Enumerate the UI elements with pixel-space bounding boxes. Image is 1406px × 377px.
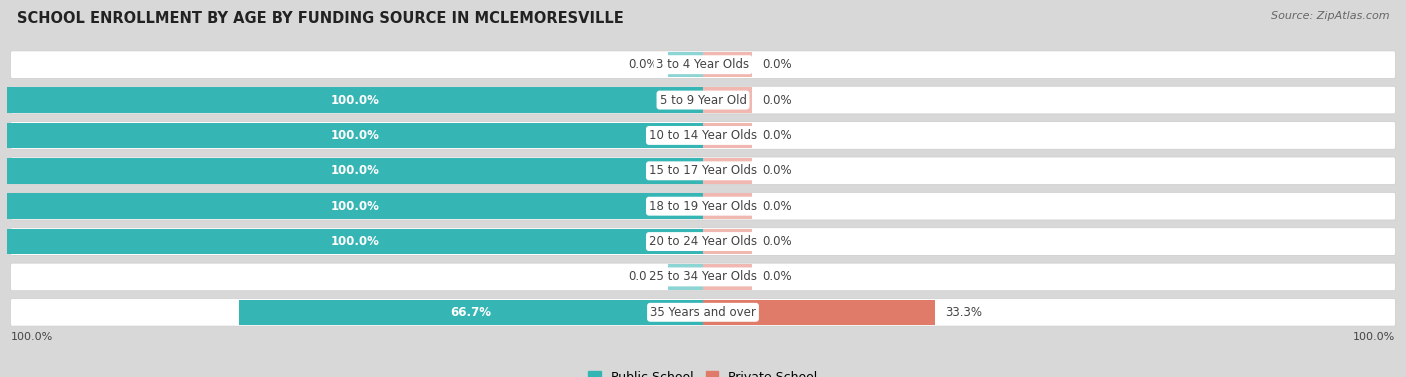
FancyBboxPatch shape (10, 122, 1396, 149)
Text: 0.0%: 0.0% (762, 58, 792, 71)
Text: 3 to 4 Year Olds: 3 to 4 Year Olds (657, 58, 749, 71)
FancyBboxPatch shape (10, 192, 1396, 220)
Text: 18 to 19 Year Olds: 18 to 19 Year Olds (650, 200, 756, 213)
FancyBboxPatch shape (10, 51, 1396, 78)
Text: 100.0%: 100.0% (1353, 332, 1396, 342)
FancyBboxPatch shape (10, 228, 1396, 255)
Text: 15 to 17 Year Olds: 15 to 17 Year Olds (650, 164, 756, 177)
FancyBboxPatch shape (10, 263, 1396, 291)
Text: 0.0%: 0.0% (762, 93, 792, 107)
Bar (703, 158, 752, 184)
Text: 0.0%: 0.0% (628, 58, 658, 71)
Text: 100.0%: 100.0% (330, 235, 380, 248)
Bar (703, 87, 752, 113)
Bar (703, 300, 935, 325)
Text: Source: ZipAtlas.com: Source: ZipAtlas.com (1271, 11, 1389, 21)
Bar (7, 158, 703, 184)
Text: 100.0%: 100.0% (330, 200, 380, 213)
Text: 100.0%: 100.0% (330, 164, 380, 177)
Text: 100.0%: 100.0% (10, 332, 53, 342)
Text: 25 to 34 Year Olds: 25 to 34 Year Olds (650, 270, 756, 284)
Bar (239, 300, 703, 325)
Text: 100.0%: 100.0% (330, 129, 380, 142)
Text: SCHOOL ENROLLMENT BY AGE BY FUNDING SOURCE IN MCLEMORESVILLE: SCHOOL ENROLLMENT BY AGE BY FUNDING SOUR… (17, 11, 624, 26)
Bar (703, 264, 752, 290)
Text: 33.3%: 33.3% (945, 306, 983, 319)
Text: 0.0%: 0.0% (762, 235, 792, 248)
Text: 5 to 9 Year Old: 5 to 9 Year Old (659, 93, 747, 107)
Text: 66.7%: 66.7% (450, 306, 491, 319)
Text: 0.0%: 0.0% (628, 270, 658, 284)
Legend: Public School, Private School: Public School, Private School (583, 366, 823, 377)
Bar (7, 87, 703, 113)
Text: 0.0%: 0.0% (762, 164, 792, 177)
Bar (668, 264, 703, 290)
FancyBboxPatch shape (10, 157, 1396, 185)
FancyBboxPatch shape (10, 299, 1396, 326)
Bar (7, 229, 703, 254)
FancyBboxPatch shape (10, 86, 1396, 114)
Text: 0.0%: 0.0% (762, 129, 792, 142)
Text: 35 Years and over: 35 Years and over (650, 306, 756, 319)
Bar (703, 229, 752, 254)
Text: 10 to 14 Year Olds: 10 to 14 Year Olds (650, 129, 756, 142)
Bar (7, 193, 703, 219)
Bar (703, 193, 752, 219)
Text: 0.0%: 0.0% (762, 270, 792, 284)
Text: 0.0%: 0.0% (762, 200, 792, 213)
Text: 20 to 24 Year Olds: 20 to 24 Year Olds (650, 235, 756, 248)
Bar (703, 52, 752, 77)
Bar (668, 52, 703, 77)
Text: 100.0%: 100.0% (330, 93, 380, 107)
Bar (703, 123, 752, 148)
Bar (7, 123, 703, 148)
